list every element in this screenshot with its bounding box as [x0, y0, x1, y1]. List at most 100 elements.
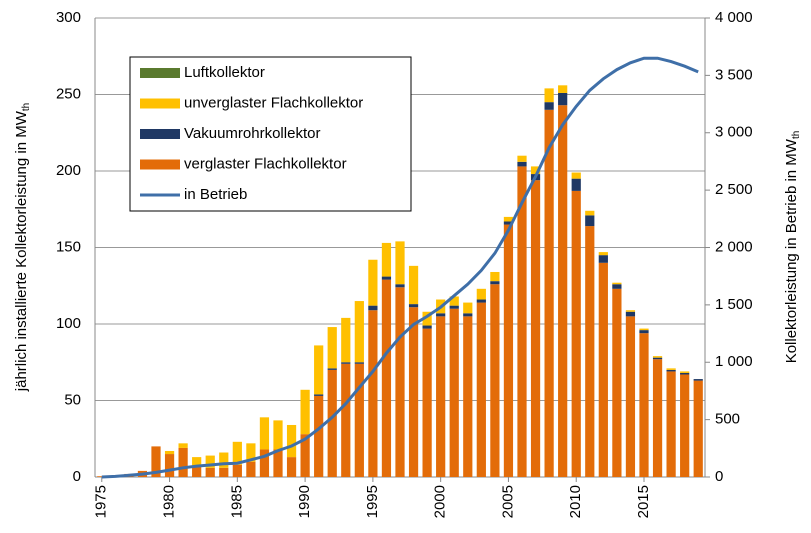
bar-segment [612, 288, 622, 477]
bar-segment [652, 357, 663, 360]
bar-segment [381, 242, 392, 277]
bar-segment [422, 328, 432, 477]
bar-segment [327, 327, 337, 369]
bar-segment [571, 172, 581, 179]
bar-segment [368, 310, 378, 477]
y-tick-label: 150 [56, 238, 81, 255]
bar-segment [205, 467, 215, 477]
y2-tick-label: 4 000 [715, 9, 753, 26]
bar-segment [314, 395, 324, 477]
bar-segment [476, 299, 486, 303]
x-tick-label: 2010 [567, 485, 584, 518]
y-axis-label-main: jährlich installierte Kollektorleistung … [13, 110, 30, 392]
x-tick-label: 1980 [161, 485, 178, 518]
bar-segment [544, 102, 554, 110]
bar-segment [476, 302, 486, 477]
bar-segment [273, 449, 283, 477]
bar-segment [680, 371, 690, 373]
bar-segment [259, 417, 270, 450]
bar-segment [680, 372, 690, 375]
bar-segment [693, 380, 703, 477]
bar-segment [232, 464, 242, 477]
bar-segment [652, 359, 663, 477]
bar-segment [571, 190, 581, 477]
bar-segment [314, 394, 324, 396]
bar-segment [246, 443, 256, 462]
bar-segment [612, 282, 622, 285]
bar-segment [192, 457, 202, 467]
y-axis-label: jährlich installierte Kollektorleistung … [13, 103, 32, 392]
y-tick-label: 100 [56, 315, 81, 332]
bar-segment [558, 92, 568, 106]
x-tick-label: 1995 [364, 485, 381, 518]
bar-segment [192, 466, 202, 477]
bar-segment [666, 371, 676, 477]
bar-segment [422, 325, 432, 329]
y2-axis-label-main: Kollektorleistung in Betrieb in MW [783, 138, 800, 363]
bar-segment [558, 105, 568, 478]
y2-tick-label: 1 500 [715, 296, 753, 313]
y2-tick-label: 1 000 [715, 353, 753, 370]
bar-segment [408, 265, 419, 305]
bar-segment [178, 447, 188, 477]
bar-segment [408, 304, 419, 308]
bar-segment [164, 454, 175, 477]
bar-segment [205, 455, 215, 468]
x-tick-label: 1975 [93, 485, 110, 518]
bar-segment [286, 424, 297, 458]
y-tick-label: 200 [56, 162, 81, 179]
y2-axis-label-sub: th [791, 131, 802, 139]
bar-segment [300, 434, 310, 477]
bar-segment [395, 241, 405, 285]
legend-swatch [140, 98, 180, 109]
bar-segment [381, 279, 392, 477]
y2-tick-label: 0 [715, 468, 723, 485]
legend-label: Vakuumrohrkollektor [184, 125, 320, 142]
bar-segment [300, 389, 310, 435]
legend-swatch [140, 68, 180, 78]
bar-segment [327, 369, 337, 477]
legend-label: in Betrieb [184, 186, 247, 203]
bar-segment [652, 356, 663, 358]
bar-segment [503, 221, 514, 225]
bar-segment [381, 276, 392, 280]
bar-segment [598, 262, 608, 477]
bar-segment [490, 284, 500, 477]
bar-segment [598, 252, 608, 256]
bar-segment [314, 345, 324, 395]
y-tick-label: 50 [64, 391, 81, 408]
bar-segment [625, 310, 636, 312]
bar-segment [558, 85, 568, 93]
bar-segment [395, 284, 405, 288]
bar-segment [422, 311, 432, 326]
bar-segment [503, 224, 514, 477]
bar-segment [341, 362, 351, 364]
y2-tick-label: 2 000 [715, 238, 753, 255]
legend-label: Luftkollektor [184, 64, 265, 81]
bar-segment [436, 313, 446, 317]
bar-segment [436, 316, 446, 477]
bar-segment [449, 308, 459, 477]
bar-segment [639, 333, 649, 477]
y-tick-label: 250 [56, 85, 81, 102]
bar-segment [354, 362, 364, 364]
bar-segment [164, 450, 175, 455]
line-series [101, 56, 699, 479]
bar-segment [598, 255, 608, 263]
bar-segment [530, 180, 541, 477]
bar-segment [97, 476, 107, 477]
y2-tick-label: 3 500 [715, 66, 753, 83]
bar-segment [449, 296, 459, 306]
bar-segment [571, 178, 581, 191]
x-tick-label: 2005 [499, 485, 516, 518]
legend: Luftkollektor unverglaster Flachkollektor… [129, 56, 412, 212]
bar-segment [259, 449, 270, 477]
bar-segment [490, 281, 500, 285]
bar-segment [449, 305, 459, 309]
bar-segment [463, 313, 473, 317]
legend-swatch [140, 159, 180, 170]
x-tick-label: 1985 [228, 485, 245, 518]
bar-segment [490, 271, 500, 282]
bar-segment [585, 226, 595, 477]
